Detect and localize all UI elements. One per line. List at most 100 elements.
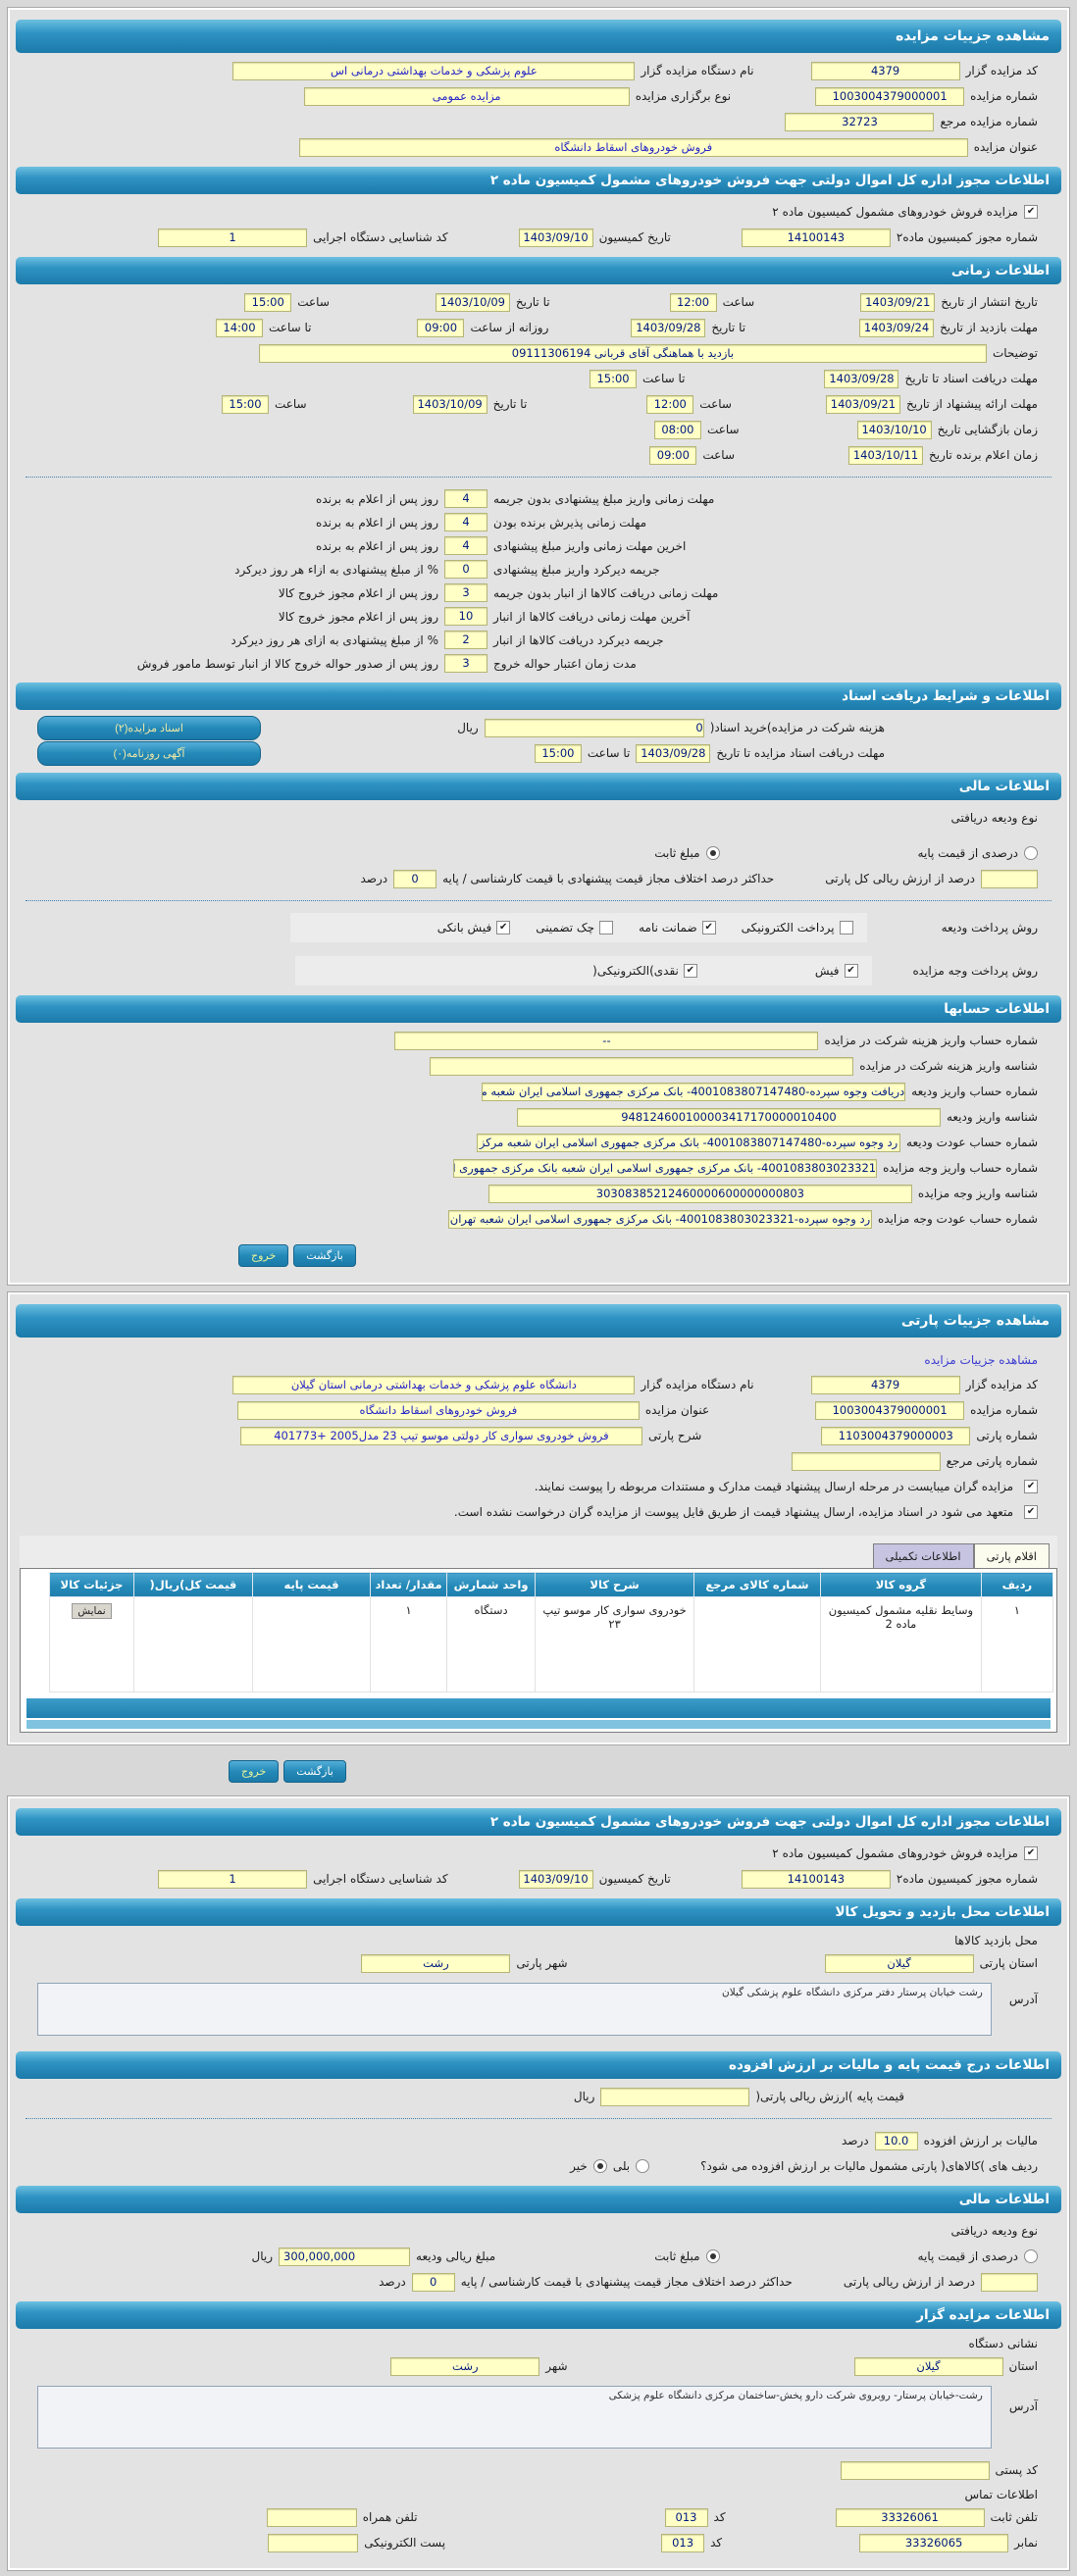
- penalty-value[interactable]: 10: [444, 607, 487, 626]
- fixed-amount-radio[interactable]: [705, 2249, 720, 2263]
- vat-yes-radio[interactable]: [636, 2159, 650, 2173]
- publish-to-date[interactable]: 1403/10/09: [435, 292, 510, 312]
- license-no-field[interactable]: 14100143: [741, 1869, 891, 1889]
- organizer-city-field[interactable]: رشت: [390, 2356, 540, 2376]
- phone-code-field[interactable]: 013: [664, 2507, 708, 2527]
- penalty-value[interactable]: 0: [444, 560, 487, 579]
- bidder-code-field[interactable]: 4379: [810, 61, 960, 80]
- notes-field[interactable]: بازدید با هماهنگی آقای قربانی 0911130619…: [258, 343, 987, 363]
- penalty-value[interactable]: 4: [444, 489, 487, 508]
- maxdiff-field[interactable]: 0: [411, 2272, 455, 2292]
- newspaper-ads-button[interactable]: آگهی روزنامه(۰): [37, 740, 261, 766]
- party-bidder-code-field[interactable]: 4379: [810, 1375, 960, 1394]
- exec-id-field[interactable]: 1: [158, 227, 308, 247]
- auction-number-field[interactable]: 1003004379000001: [815, 86, 965, 106]
- publish-from-date[interactable]: 1403/09/21: [860, 292, 936, 312]
- electronic-payment-checkbox[interactable]: [839, 921, 853, 934]
- base-price-field[interactable]: [600, 2087, 750, 2106]
- offer-from-time[interactable]: 12:00: [646, 394, 694, 414]
- back-button[interactable]: بازگشت: [293, 1244, 356, 1267]
- party-province-field[interactable]: گیلان: [824, 1953, 974, 1973]
- auction-docs-button[interactable]: اسناد مزایده(۲): [37, 715, 261, 740]
- docs-cost-field[interactable]: 0: [484, 718, 704, 737]
- postal-code-field[interactable]: [840, 2460, 990, 2480]
- penalty-value[interactable]: 4: [444, 536, 487, 555]
- show-item-details-link[interactable]: نمایش: [72, 1603, 112, 1619]
- publish-from-time[interactable]: 12:00: [669, 292, 717, 312]
- penalty-value[interactable]: 4: [444, 513, 487, 531]
- cash-electronic-checkbox[interactable]: [683, 964, 697, 978]
- percent-field[interactable]: [981, 2272, 1038, 2292]
- offer-to-time[interactable]: 15:00: [221, 394, 269, 414]
- offer-to-date[interactable]: 1403/10/09: [412, 394, 487, 414]
- percent-of-base-radio[interactable]: [1024, 2249, 1038, 2263]
- docs-deadline2-time[interactable]: 15:00: [534, 743, 582, 763]
- auction-title-field[interactable]: فروش خودروهای اسقاط دانشگاه: [298, 137, 968, 157]
- penalty-value[interactable]: 2: [444, 631, 487, 649]
- auction-ref-field[interactable]: 32723: [785, 112, 935, 131]
- party-agency-field[interactable]: دانشگاه علوم پزشکی و خدمات بهداشتی درمان…: [232, 1375, 636, 1394]
- party-no-field[interactable]: 1103004379000003: [821, 1426, 971, 1445]
- visit-from-date[interactable]: 1403/09/24: [859, 318, 935, 337]
- percent-of-base-radio[interactable]: [1024, 846, 1038, 860]
- receipt-checkbox[interactable]: [844, 964, 858, 978]
- account-field[interactable]: 948124600100003417170000010400: [516, 1107, 941, 1127]
- bank-receipt-checkbox[interactable]: [496, 921, 511, 934]
- party-auction-title-field[interactable]: فروش خودروهای اسقاط دانشگاه: [236, 1400, 640, 1420]
- winner-date[interactable]: 1403/10/11: [848, 445, 924, 465]
- phone-field[interactable]: 33326061: [835, 2507, 985, 2527]
- fax-code-field[interactable]: 013: [661, 2533, 705, 2552]
- tab-additional-info[interactable]: اطلاعات تکمیلی: [872, 1543, 974, 1568]
- account-field[interactable]: 4001083803023321- بانک مرکزی جمهوری اسلا…: [453, 1158, 878, 1178]
- opening-time[interactable]: 08:00: [653, 420, 701, 439]
- email-field[interactable]: [268, 2533, 359, 2552]
- organizer-address-field[interactable]: رشت-خیابان پرستار- روبروی شرکت دارو پخش-…: [37, 2386, 992, 2449]
- opening-date[interactable]: 1403/10/10: [856, 420, 932, 439]
- mobile-field[interactable]: [266, 2507, 357, 2527]
- license-no-field[interactable]: 14100143: [741, 227, 891, 247]
- vat-no-radio[interactable]: [592, 2159, 607, 2173]
- visit-time-from[interactable]: 09:00: [417, 318, 465, 337]
- account-field[interactable]: 30308385212460000600000000803: [487, 1184, 912, 1203]
- tab-party-items[interactable]: اقلام پارتی: [973, 1543, 1050, 1568]
- account-field[interactable]: [430, 1056, 854, 1076]
- vat-field[interactable]: 10.0: [874, 2131, 918, 2150]
- account-field[interactable]: رد وجوه سپرده-4001083803023321- بانک مرک…: [447, 1209, 872, 1229]
- license-checkbox[interactable]: [1024, 205, 1038, 219]
- commission-date-field[interactable]: 1403/09/10: [518, 1869, 593, 1889]
- auction-type-field[interactable]: مزایده عمومی: [303, 86, 630, 106]
- attach-docs-checkbox[interactable]: [1024, 1480, 1038, 1493]
- exit-button[interactable]: خروج: [238, 1244, 289, 1267]
- winner-time[interactable]: 09:00: [649, 445, 697, 465]
- party-desc-field[interactable]: فروش خودروی سواری کار دولتی موسو تیپ 23 …: [239, 1426, 642, 1445]
- no-price-file-checkbox[interactable]: [1024, 1505, 1038, 1519]
- account-field[interactable]: رد وجوه سپرده-4001083807147480- بانک مرک…: [477, 1133, 901, 1152]
- party-ref-field[interactable]: [791, 1451, 941, 1471]
- agency-name-field[interactable]: علوم پزشکی و خدمات بهداشتی درمانی اس: [232, 61, 636, 80]
- organizer-province-field[interactable]: گیلان: [853, 2356, 1003, 2376]
- license-checkbox[interactable]: [1024, 1846, 1038, 1860]
- guarantee-letter-checkbox[interactable]: [701, 921, 716, 934]
- fixed-amount-radio[interactable]: [705, 846, 720, 860]
- docs-deadline2-date[interactable]: 1403/09/28: [636, 743, 711, 763]
- account-field[interactable]: دریافت وجوه سپرده-4001083807147480- بانک…: [482, 1082, 906, 1101]
- back-button[interactable]: بازگشت: [283, 1760, 346, 1783]
- docs-deadline-time[interactable]: 15:00: [590, 369, 638, 388]
- secured-check-checkbox[interactable]: [599, 921, 614, 934]
- penalty-value[interactable]: 3: [444, 654, 487, 673]
- exec-id-field[interactable]: 1: [158, 1869, 308, 1889]
- view-auction-details-link[interactable]: مشاهده جزییات مزایده: [924, 1353, 1038, 1367]
- visit-to-date[interactable]: 1403/09/28: [631, 318, 706, 337]
- publish-to-time[interactable]: 15:00: [244, 292, 292, 312]
- maxdiff-field[interactable]: 0: [393, 869, 437, 888]
- party-city-field[interactable]: رشت: [361, 1953, 511, 1973]
- fax-field[interactable]: 33326065: [859, 2533, 1009, 2552]
- offer-from-date[interactable]: 1403/09/21: [825, 394, 900, 414]
- party-address-field[interactable]: رشت خیابان پرستار دفتر مرکزی دانشگاه علو…: [37, 1983, 992, 2036]
- account-field[interactable]: --: [394, 1031, 819, 1050]
- party-auction-number-field[interactable]: 1003004379000001: [815, 1400, 965, 1420]
- penalty-value[interactable]: 3: [444, 583, 487, 602]
- commission-date-field[interactable]: 1403/09/10: [518, 227, 593, 247]
- docs-deadline-date[interactable]: 1403/09/28: [824, 369, 899, 388]
- visit-time-to[interactable]: 14:00: [216, 318, 263, 337]
